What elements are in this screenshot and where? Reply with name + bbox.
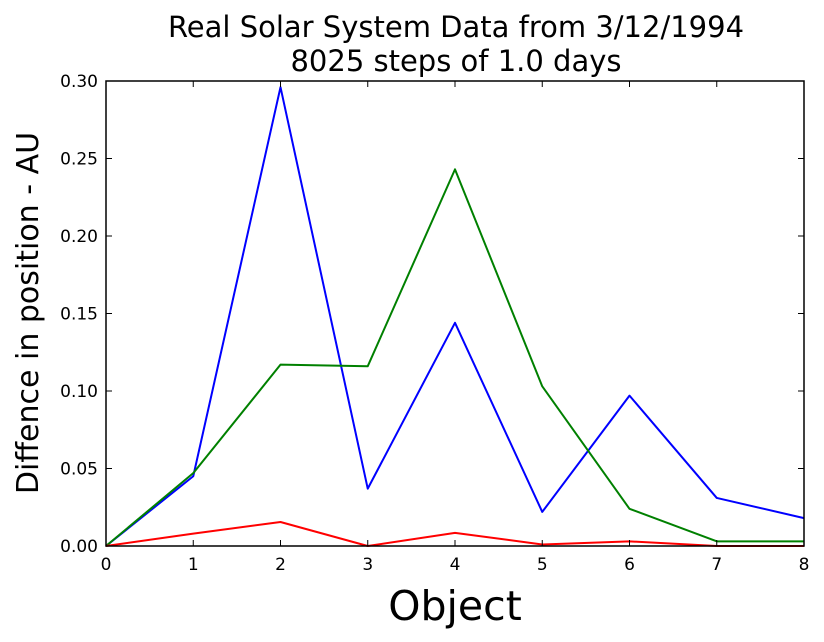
x-tick-label: 5 <box>537 555 548 575</box>
x-tick-label: 4 <box>450 555 461 575</box>
series-line-1 <box>105 86 805 547</box>
y-tick-label: 0.20 <box>60 227 98 247</box>
x-tick-label: 1 <box>188 555 199 575</box>
y-tick-label: 0.25 <box>60 150 98 170</box>
y-tick-label: 0.10 <box>60 382 98 402</box>
x-tick-label: 3 <box>362 555 373 575</box>
y-tick-label: 0.15 <box>60 305 98 325</box>
x-axis-label: Object <box>388 582 522 630</box>
y-axis-label: Diffence in position - AU <box>11 132 46 494</box>
series-line-2 <box>105 168 804 547</box>
y-tick-label: 0.05 <box>60 460 98 480</box>
x-axis: 0 1 2 3 4 5 6 7 8 <box>101 81 810 575</box>
x-tick-label: 6 <box>624 555 635 575</box>
series-group <box>105 86 805 547</box>
series-line-3 <box>105 520 804 547</box>
x-tick-label: 2 <box>275 555 286 575</box>
chart-title-line-2: 8025 steps of 1.0 days <box>290 44 621 78</box>
x-tick-label: 7 <box>711 555 722 575</box>
y-axis: 0.00 0.05 0.10 0.15 0.20 0.25 0.30 <box>60 72 804 557</box>
y-tick-label: 0.30 <box>60 72 98 92</box>
y-tick-label: 0.00 <box>60 537 98 557</box>
chart-title-line-1: Real Solar System Data from 3/12/1994 <box>168 10 744 44</box>
x-tick-label: 0 <box>101 555 112 575</box>
x-tick-label: 8 <box>799 555 810 575</box>
